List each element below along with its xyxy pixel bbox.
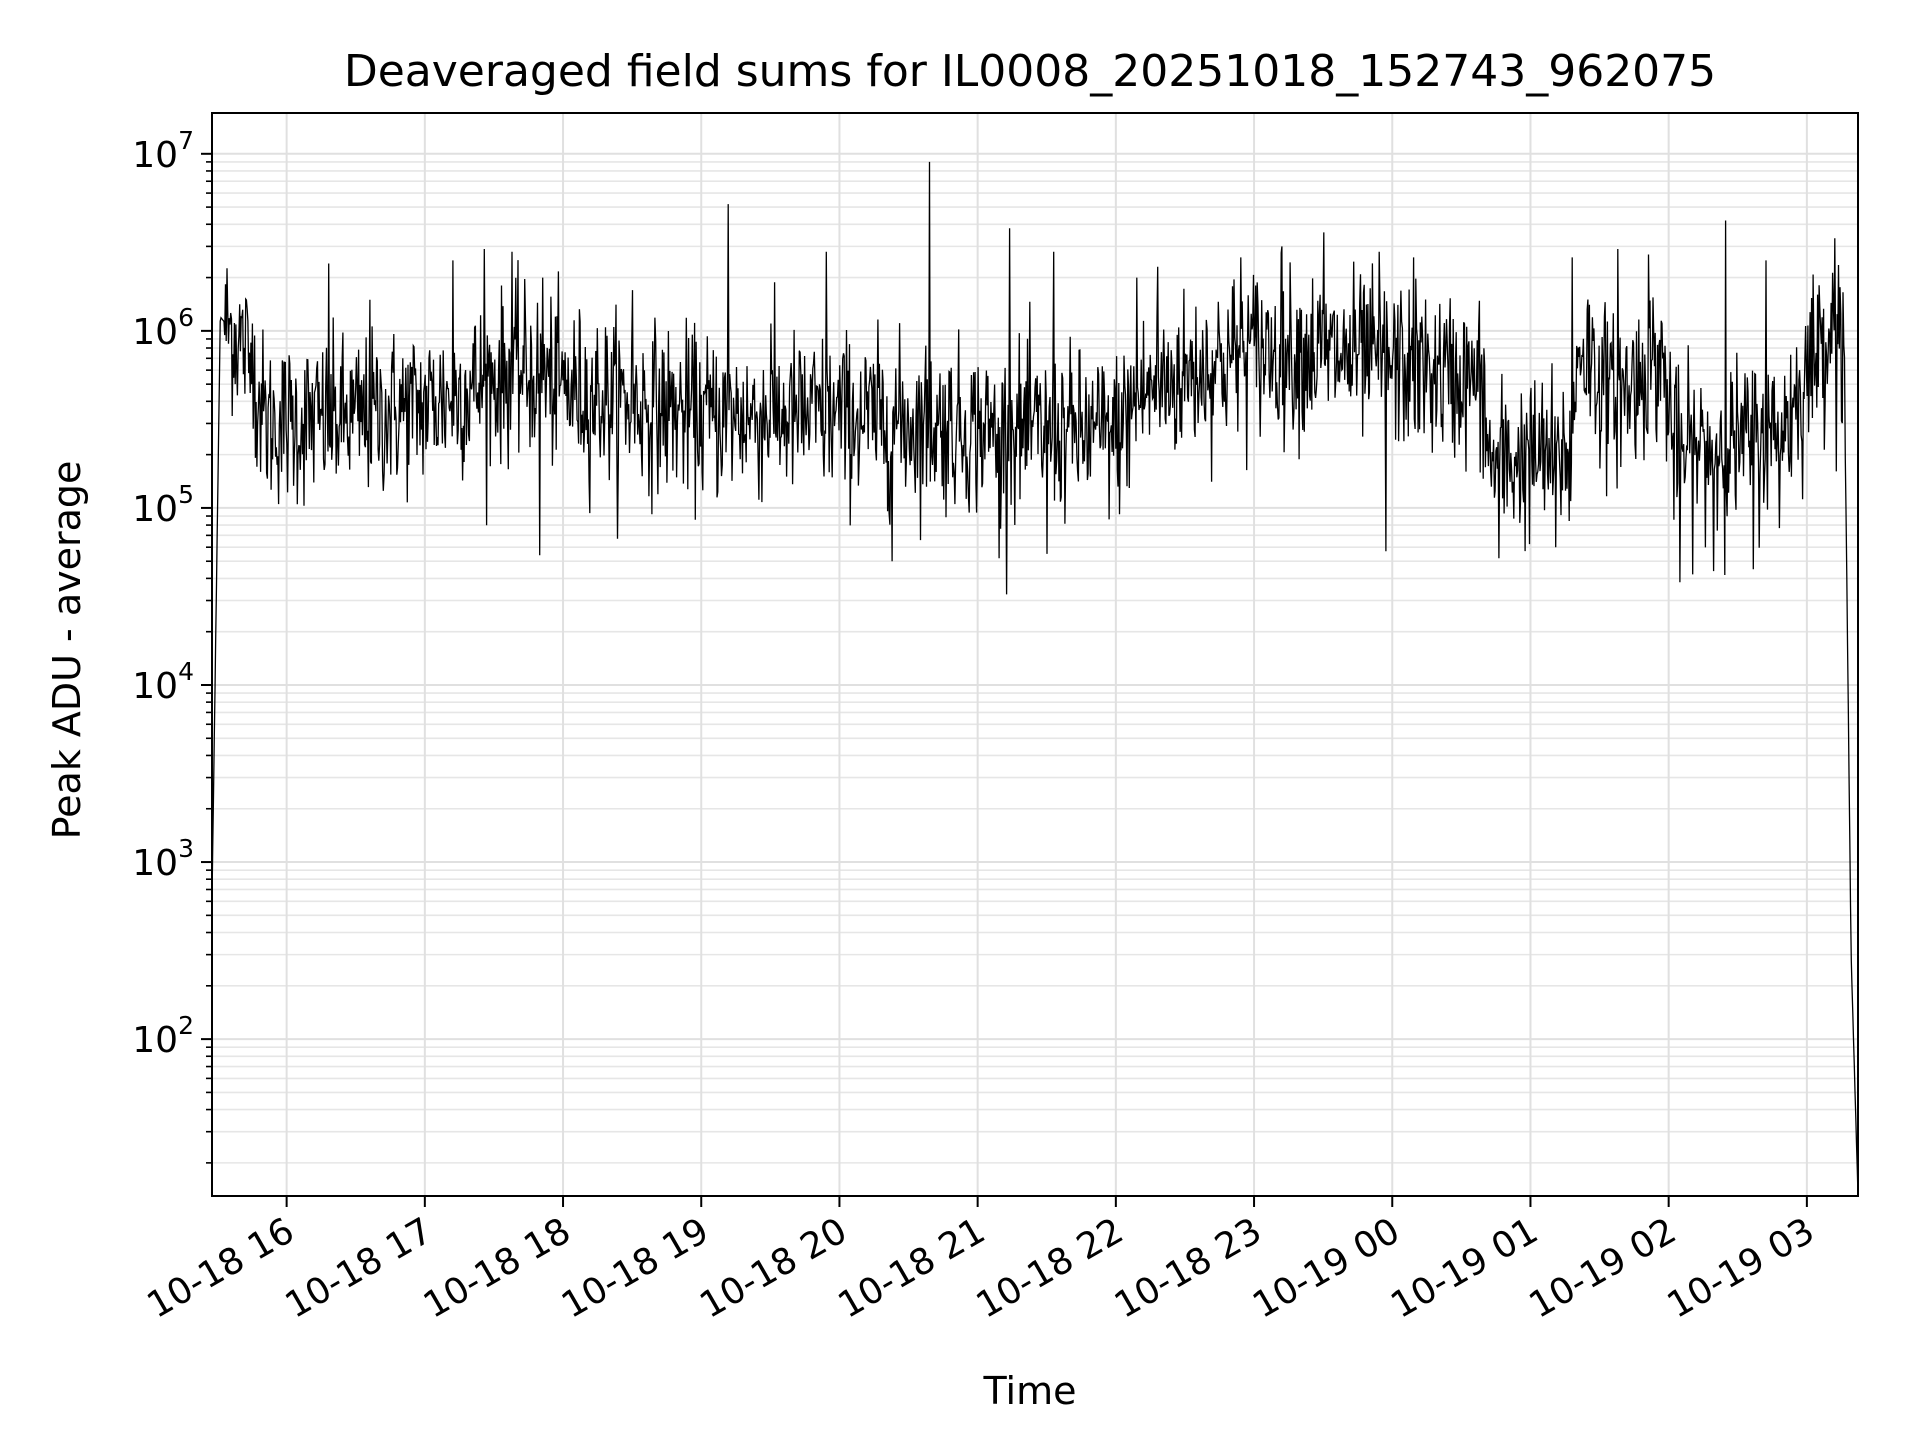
y-tick-base: 10 (132, 1020, 178, 1061)
y-tick-exponent: 3 (178, 834, 194, 863)
minor-gridlines (206, 161, 1858, 1164)
y-tick-base: 10 (132, 489, 178, 530)
y-tick-base: 10 (132, 312, 178, 353)
y-tick-exponent: 6 (178, 303, 194, 332)
major-gridlines (212, 113, 1858, 1196)
x-axis-label: Time (983, 1369, 1077, 1413)
y-tick-base: 10 (132, 666, 178, 707)
y-axis-label: Peak ADU - average (45, 461, 89, 840)
chart-title: Deaveraged field sums for IL0008_2025101… (344, 46, 1716, 97)
y-tick-label: 102 (132, 1011, 194, 1061)
y-tick-exponent: 2 (178, 1011, 194, 1040)
y-tick-base: 10 (132, 843, 178, 884)
y-tick-label: 107 (132, 126, 194, 176)
y-tick-base: 10 (132, 135, 178, 176)
y-tick-exponent: 5 (178, 480, 194, 509)
y-tick-label: 104 (132, 657, 194, 707)
series-line-peak-adu (212, 161, 1858, 1196)
y-tick-label: 103 (132, 834, 194, 884)
plot-frame (211, 112, 1859, 1197)
data-series-line (212, 161, 1858, 1196)
y-tick-label: 106 (132, 303, 194, 353)
y-tick-exponent: 7 (178, 126, 194, 155)
y-tick-exponent: 4 (178, 657, 194, 686)
y-tick-label: 105 (132, 480, 194, 530)
